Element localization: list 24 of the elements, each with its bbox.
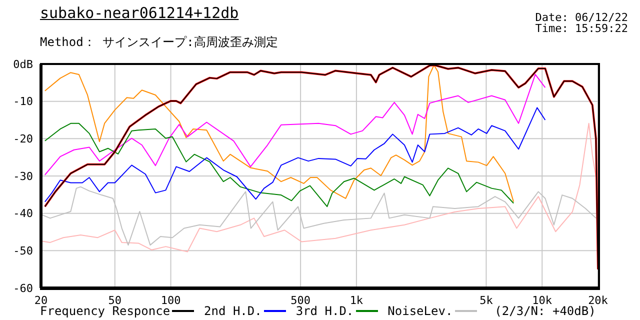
y-tick-label: 0dB bbox=[13, 58, 34, 71]
chart-title: subako-near061214+12db bbox=[40, 4, 239, 22]
y-tick-label: -10 bbox=[13, 95, 33, 108]
x-tick-label: 10k bbox=[532, 294, 552, 307]
legend-label: 3rd H.D. bbox=[296, 304, 354, 318]
x-tick-label: 5k bbox=[480, 294, 494, 307]
y-tick-label: -60 bbox=[13, 282, 33, 295]
y-tick-label: -50 bbox=[13, 244, 33, 258]
y-tick-label: -30 bbox=[13, 170, 33, 183]
x-tick-label: 50 bbox=[108, 294, 122, 307]
legend-label: 2nd H.D. bbox=[204, 304, 262, 318]
x-tick-label: 1k bbox=[350, 294, 364, 307]
legend-label: NoiseLev. bbox=[388, 304, 453, 318]
chart-subtitle: Method： サインスイープ:高周波歪み測定 bbox=[40, 34, 278, 51]
x-tick-label: 100 bbox=[160, 294, 181, 307]
text: Date: 06/12/22 bbox=[535, 11, 628, 24]
y-tick-label: -20 bbox=[13, 132, 33, 146]
x-tick-label: 20 bbox=[34, 294, 48, 307]
x-tick-label: 20k bbox=[588, 294, 608, 307]
legend-label: Frequency Responce bbox=[40, 304, 170, 318]
text: Time: 15:59:22 bbox=[535, 22, 628, 35]
y-tick-label: -40 bbox=[13, 207, 33, 220]
text: (2/3/N: +40dB) bbox=[494, 304, 596, 318]
x-tick-label: 500 bbox=[290, 294, 310, 307]
